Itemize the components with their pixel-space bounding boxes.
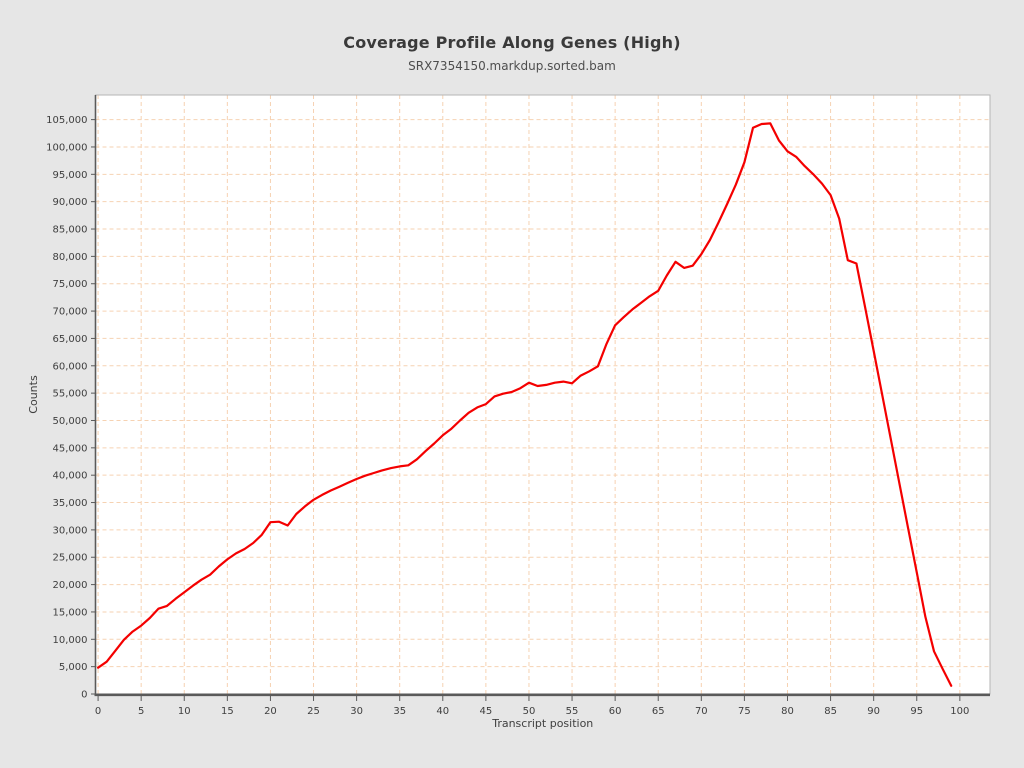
y-tick-label: 45,000 (53, 443, 88, 454)
x-tick-label: 5 (138, 706, 144, 717)
y-tick-label: 40,000 (53, 471, 88, 482)
x-tick-label: 80 (781, 706, 794, 717)
chart-subtitle: SRX7354150.markdup.sorted.bam (408, 59, 616, 73)
y-tick-label: 25,000 (53, 553, 88, 564)
y-axis-title: Counts (27, 375, 40, 414)
coverage-series-line (96, 122, 953, 687)
y-tick-label: 10,000 (53, 635, 88, 646)
y-tick-label: 65,000 (53, 334, 88, 345)
x-tick-label: 100 (950, 706, 969, 717)
y-tick-label: 30,000 (53, 525, 88, 536)
y-tick-label: 20,000 (53, 580, 88, 591)
x-tick-label: 95 (910, 706, 923, 717)
x-tick-label: 35 (393, 706, 406, 717)
x-tick-label: 85 (824, 706, 837, 717)
x-tick-label: 30 (350, 706, 363, 717)
y-tick-label: 35,000 (53, 498, 88, 509)
x-tick-label: 0 (95, 706, 101, 717)
y-tick-label: 55,000 (53, 389, 88, 400)
x-tick-label: 45 (480, 706, 493, 717)
y-tick-label: 0 (81, 690, 87, 701)
y-tick-label: 70,000 (53, 307, 88, 318)
y-tick-label: 5,000 (59, 662, 88, 673)
y-tick-label: 75,000 (53, 279, 88, 290)
x-tick-label: 10 (178, 706, 191, 717)
x-axis-title: Transcript position (491, 717, 593, 730)
x-tick-label: 25 (307, 706, 320, 717)
y-tick-label: 85,000 (53, 225, 88, 236)
y-tick-label: 15,000 (53, 607, 88, 618)
x-tick-label: 20 (264, 706, 277, 717)
x-tick-label: 15 (221, 706, 234, 717)
y-tick-label: 80,000 (53, 252, 88, 263)
y-tick-label: 105,000 (46, 115, 87, 126)
x-tick-label: 55 (566, 706, 579, 717)
x-tick-label: 40 (436, 706, 449, 717)
x-tick-label: 50 (523, 706, 536, 717)
x-tick-label: 60 (609, 706, 622, 717)
y-tick-label: 50,000 (53, 416, 88, 427)
x-tick-label: 90 (867, 706, 880, 717)
plot-area (95, 95, 990, 694)
x-tick-label: 70 (695, 706, 708, 717)
y-tick-label: 95,000 (53, 170, 88, 181)
x-tick-label: 75 (738, 706, 751, 717)
y-tick-label: 100,000 (46, 142, 87, 153)
y-tick-label: 90,000 (53, 197, 88, 208)
y-tick-label: 60,000 (53, 361, 88, 372)
x-tick-label: 65 (652, 706, 665, 717)
chart-title: Coverage Profile Along Genes (High) (343, 33, 681, 52)
